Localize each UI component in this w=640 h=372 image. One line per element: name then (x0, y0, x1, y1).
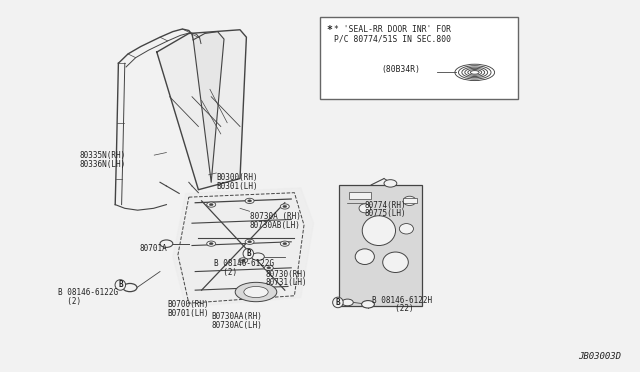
Circle shape (342, 299, 353, 306)
Text: 80730AC(LH): 80730AC(LH) (211, 321, 262, 330)
Text: 80336N(LH): 80336N(LH) (80, 160, 126, 169)
Circle shape (123, 283, 137, 292)
Circle shape (264, 265, 273, 270)
Text: B: B (246, 249, 251, 258)
Circle shape (252, 253, 264, 260)
Polygon shape (173, 188, 314, 307)
Ellipse shape (355, 249, 374, 264)
Text: B0300(RH): B0300(RH) (216, 173, 258, 182)
Circle shape (209, 243, 213, 245)
Text: 80730AB(LH): 80730AB(LH) (250, 221, 300, 230)
Circle shape (384, 180, 397, 187)
Circle shape (362, 301, 374, 308)
Bar (349, 192, 371, 199)
Text: 80731(LH): 80731(LH) (266, 278, 307, 287)
Text: (22): (22) (372, 304, 414, 313)
Ellipse shape (383, 252, 408, 272)
Bar (320, 17, 518, 99)
Text: * 'SEAL-RR DOOR INR' FOR: * 'SEAL-RR DOOR INR' FOR (334, 25, 451, 34)
Circle shape (239, 258, 248, 263)
Text: 80730A (RH): 80730A (RH) (250, 212, 300, 221)
Text: 80775(LH): 80775(LH) (365, 209, 406, 218)
Bar (403, 198, 417, 203)
Circle shape (267, 267, 271, 269)
Text: *: * (326, 25, 332, 35)
Text: 80335N(RH): 80335N(RH) (80, 151, 126, 160)
Text: B 08146-6122G: B 08146-6122G (214, 259, 275, 268)
Circle shape (280, 241, 289, 246)
Circle shape (283, 243, 287, 245)
Circle shape (245, 198, 254, 203)
Bar (339, 185, 422, 306)
Text: (80B34R): (80B34R) (381, 65, 420, 74)
Text: B: B (335, 298, 340, 307)
Ellipse shape (236, 282, 277, 302)
Circle shape (248, 241, 252, 243)
Circle shape (241, 259, 245, 262)
Circle shape (209, 203, 213, 206)
Circle shape (245, 239, 254, 244)
Text: 80730(RH): 80730(RH) (266, 270, 307, 279)
Text: B 08146-6122G: B 08146-6122G (58, 288, 118, 297)
Text: B: B (118, 280, 123, 289)
Ellipse shape (362, 216, 396, 246)
Circle shape (207, 241, 216, 246)
Text: P/C 80774/51S IN SEC.800: P/C 80774/51S IN SEC.800 (334, 35, 451, 44)
Ellipse shape (403, 196, 416, 205)
Text: (2): (2) (58, 297, 81, 306)
Text: B 08146-6122H: B 08146-6122H (372, 296, 433, 305)
Circle shape (283, 205, 287, 208)
Text: JB03003D: JB03003D (578, 352, 621, 361)
Polygon shape (193, 32, 224, 182)
Text: B0700(RH): B0700(RH) (168, 300, 209, 309)
Ellipse shape (244, 286, 268, 298)
Text: (2): (2) (214, 268, 237, 277)
Text: B0730AA(RH): B0730AA(RH) (211, 312, 262, 321)
Ellipse shape (359, 204, 371, 213)
Circle shape (160, 240, 173, 247)
Circle shape (248, 200, 252, 202)
Text: B0301(LH): B0301(LH) (216, 182, 258, 190)
Circle shape (207, 202, 216, 207)
Text: 80774(RH): 80774(RH) (365, 201, 406, 210)
Text: B0701(LH): B0701(LH) (168, 309, 209, 318)
Text: 80701A: 80701A (140, 244, 167, 253)
Polygon shape (157, 30, 246, 190)
Circle shape (280, 204, 289, 209)
Ellipse shape (399, 224, 413, 234)
